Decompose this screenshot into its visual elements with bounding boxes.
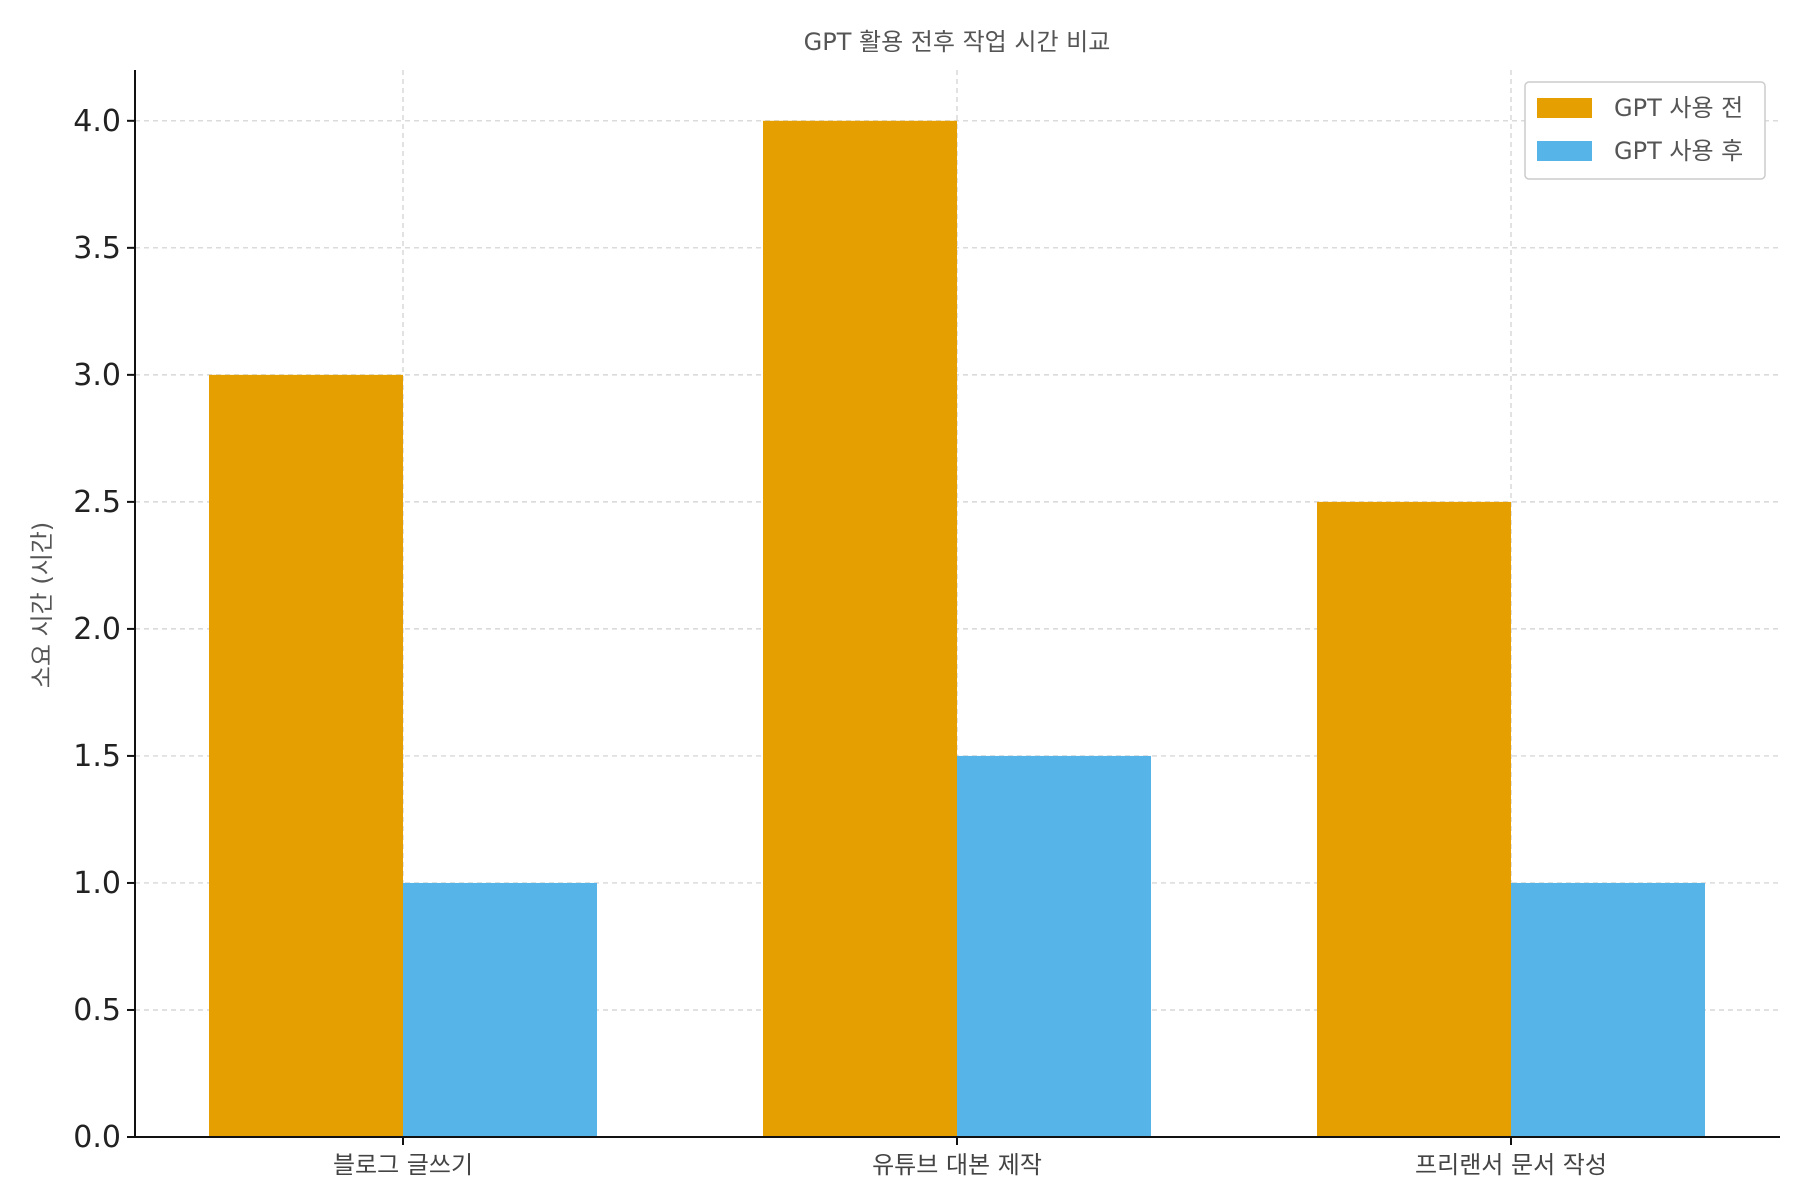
y-tick-label: 2.0 xyxy=(73,612,121,647)
x-tick-label: 유튜브 대본 제작 xyxy=(872,1151,1042,1179)
bar-before-2 xyxy=(1317,501,1511,1137)
legend: GPT 사용 전 GPT 사용 후 xyxy=(1524,81,1766,180)
bar-after-0 xyxy=(403,882,597,1137)
y-tick-label: 1.5 xyxy=(73,739,121,774)
y-tick-label: 3.0 xyxy=(73,358,121,393)
x-tick-label: 프리랜서 문서 작성 xyxy=(1415,1151,1607,1179)
legend-label-after: GPT 사용 후 xyxy=(1614,137,1743,165)
legend-swatch-before xyxy=(1537,98,1592,118)
legend-label-before: GPT 사용 전 xyxy=(1614,94,1743,122)
y-tick-label: 0.5 xyxy=(73,993,121,1028)
bar-after-2 xyxy=(1511,882,1705,1137)
chart-title: GPT 활용 전후 작업 시간 비교 xyxy=(804,28,1111,56)
x-tick-label: 블로그 글쓰기 xyxy=(333,1151,473,1179)
y-axis-label: 소요 시간 (시간) xyxy=(28,522,56,688)
y-tick-label: 4.0 xyxy=(73,104,121,139)
y-tick-label: 3.5 xyxy=(73,231,121,266)
bar-before-0 xyxy=(209,374,403,1137)
y-tick-label: 0.0 xyxy=(73,1120,121,1155)
legend-swatch-after xyxy=(1537,141,1592,161)
bar-after-1 xyxy=(957,755,1151,1137)
y-tick-label: 1.0 xyxy=(73,866,121,901)
bar-before-1 xyxy=(763,120,957,1138)
ticks-layer: 0.0 0.5 1.0 1.5 2.0 2.5 3.0 3.5 4.0 블로그 글쓰기 유튜브 대본… xyxy=(73,104,1607,1179)
bars-layer xyxy=(209,120,1705,1138)
y-tick-label: 2.5 xyxy=(73,485,121,520)
